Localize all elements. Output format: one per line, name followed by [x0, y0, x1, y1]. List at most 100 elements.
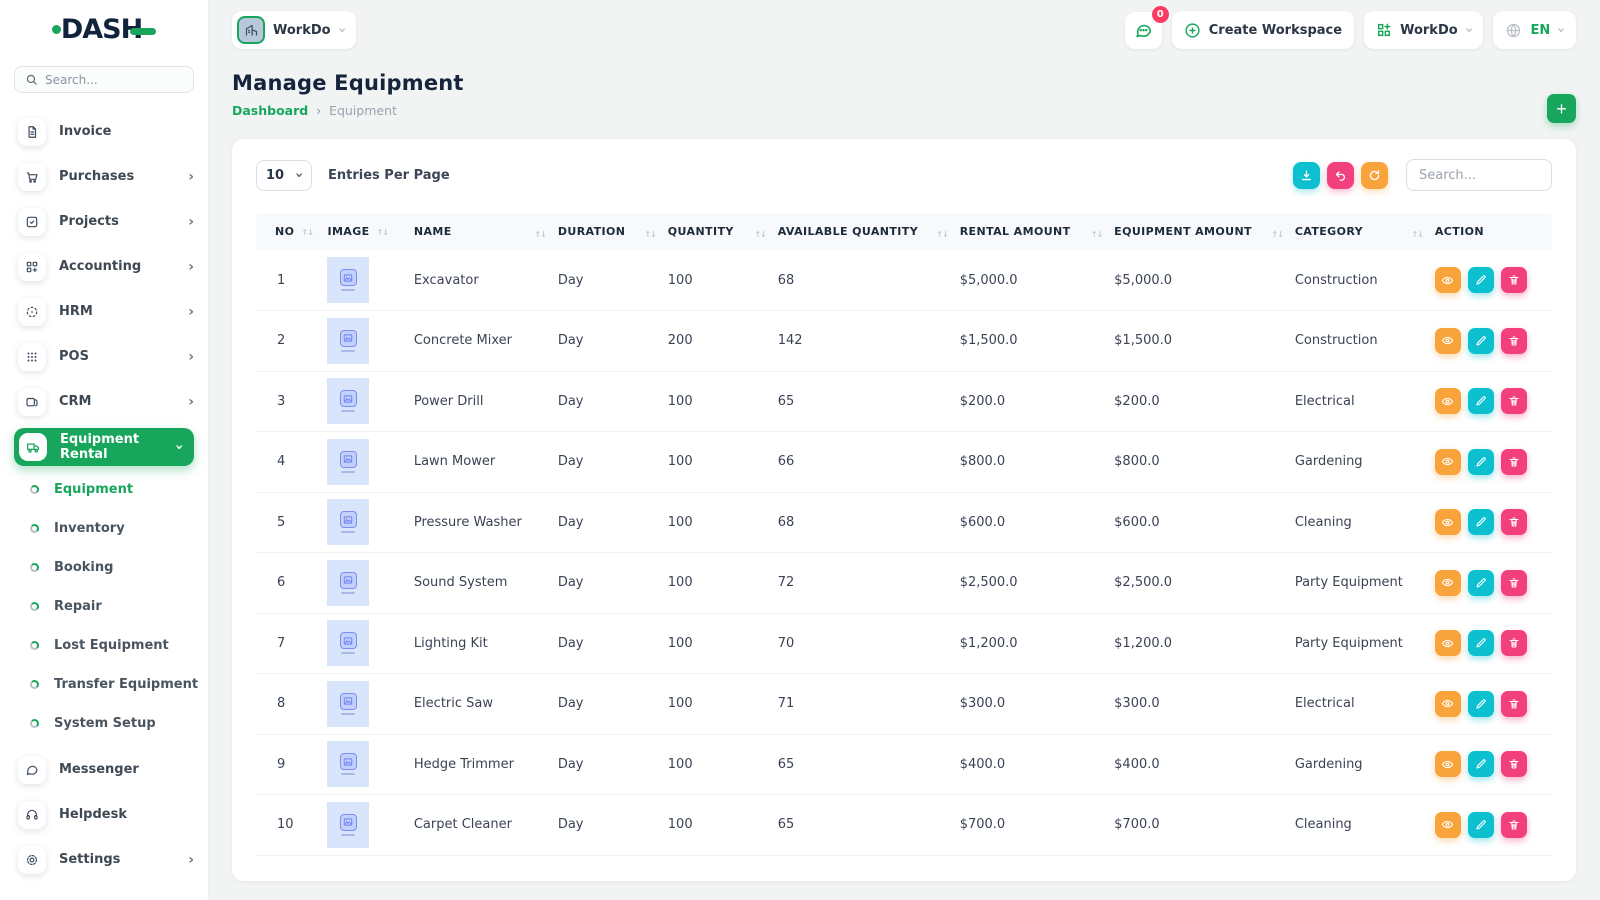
view-button[interactable] [1434, 811, 1461, 838]
equipment-category: Construction [1294, 272, 1378, 288]
equipment-duration: Day [557, 575, 584, 591]
delete-button[interactable] [1500, 388, 1527, 415]
delete-button[interactable] [1500, 811, 1527, 838]
pencil-icon [1476, 819, 1486, 830]
image-caption-line [341, 531, 356, 534]
sidebar-item-settings[interactable]: Settings › [0, 837, 208, 882]
sort-icon[interactable]: ↑↓ [1090, 229, 1103, 239]
delete-button[interactable] [1500, 509, 1527, 536]
cell-action [1428, 250, 1552, 311]
delete-button[interactable] [1500, 569, 1527, 596]
breadcrumb-current: Equipment [329, 103, 397, 118]
view-button[interactable] [1434, 388, 1461, 415]
col-rental-amount: RENTAL AMOUNT ↑↓ [953, 213, 1109, 250]
sidebar-subitem-system-setup[interactable]: System Setup [0, 704, 208, 743]
edit-button[interactable] [1467, 388, 1494, 415]
table-row: 1 Excavator Day 100 68 $5,000.0 $5,000.0… [256, 250, 1552, 311]
edit-button[interactable] [1467, 267, 1494, 293]
equipment-image-placeholder[interactable] [327, 741, 370, 788]
sidebar-item-invoice[interactable]: Invoice [0, 109, 208, 154]
sidebar-subitem-inventory[interactable]: Inventory [0, 509, 208, 548]
add-equipment-button[interactable]: + [1547, 94, 1576, 123]
edit-button[interactable] [1467, 448, 1494, 475]
view-button[interactable] [1434, 630, 1461, 657]
edit-button[interactable] [1467, 509, 1494, 536]
sidebar-subitem-lost-equipment[interactable]: Lost Equipment [0, 626, 208, 665]
trash-icon [1509, 638, 1519, 648]
view-button[interactable] [1434, 569, 1461, 596]
edit-button[interactable] [1467, 751, 1494, 778]
sidebar-item-purchases[interactable]: Purchases › [0, 154, 208, 199]
create-workspace-button[interactable]: Create Workspace [1171, 11, 1355, 49]
sidebar-item-crm[interactable]: CRM › [0, 379, 208, 424]
edit-button[interactable] [1467, 630, 1494, 657]
edit-button[interactable] [1467, 690, 1494, 717]
delete-button[interactable] [1500, 690, 1527, 717]
delete-button[interactable] [1500, 327, 1527, 354]
language-selector[interactable]: EN › [1493, 11, 1576, 49]
app-logo[interactable]: DASH [0, 0, 208, 58]
delete-button[interactable] [1500, 630, 1527, 657]
equipment-image-placeholder[interactable] [327, 317, 370, 364]
sidebar-item-messenger[interactable]: Messenger [0, 747, 208, 792]
pencil-icon [1476, 759, 1486, 769]
sidebar-item-hrm[interactable]: HRM › [0, 289, 208, 334]
sidebar-item-projects[interactable]: Projects › [0, 199, 208, 244]
view-button[interactable] [1434, 448, 1461, 475]
sort-icon[interactable]: ↑↓ [754, 229, 766, 239]
sidebar-search-input[interactable] [45, 72, 183, 87]
reset-button[interactable] [1327, 161, 1354, 189]
sidebar-item-equipment-rental[interactable]: Equipment Rental › [14, 428, 194, 466]
sidebar-subitem-transfer-equipment[interactable]: Transfer Equipment [0, 665, 208, 704]
equipment-rental-amount: $1,500.0 [959, 333, 1018, 349]
cell-quantity: 100 [661, 734, 772, 795]
view-button[interactable] [1434, 509, 1461, 536]
view-button[interactable] [1434, 267, 1461, 293]
sidebar-search[interactable] [14, 66, 194, 93]
entries-per-page-select[interactable]: 10 › [256, 159, 312, 191]
equipment-duration: Day [557, 514, 584, 530]
equipment-image-placeholder[interactable] [327, 680, 370, 727]
sidebar-item-helpdesk[interactable]: Helpdesk [0, 792, 208, 837]
view-button[interactable] [1434, 327, 1461, 354]
messages-button[interactable]: 0 [1124, 5, 1169, 49]
sort-icon[interactable]: ↑↓ [936, 229, 948, 239]
image-icon [339, 753, 357, 771]
export-button[interactable] [1293, 161, 1320, 189]
cell-action [1428, 371, 1552, 432]
equipment-image-placeholder[interactable] [327, 499, 370, 546]
chevron-down-icon: › [333, 27, 350, 33]
delete-button[interactable] [1500, 751, 1527, 778]
sort-icon[interactable]: ↑↓ [376, 228, 389, 237]
cell-available-quantity: 142 [771, 310, 954, 372]
equipment-image-placeholder[interactable] [327, 620, 370, 667]
table-header: NO ↑↓ IMAGE ↑↓ NAME ↑↓ DURATION ↑↓ QUANTITY ↑… [256, 213, 1552, 250]
sort-icon[interactable]: ↑↓ [534, 229, 546, 239]
edit-button[interactable] [1467, 327, 1494, 354]
refresh-button[interactable] [1361, 161, 1388, 189]
table-search-input[interactable] [1406, 159, 1552, 191]
equipment-image-placeholder[interactable] [327, 438, 370, 485]
sort-icon[interactable]: ↑↓ [1411, 229, 1423, 239]
workspace-switcher[interactable]: WorkDo › [232, 11, 357, 49]
sidebar-subitem-booking[interactable]: Booking [0, 548, 208, 587]
sidebar-subitem-equipment[interactable]: Equipment [0, 470, 208, 509]
delete-button[interactable] [1500, 267, 1527, 293]
breadcrumb-dashboard-link[interactable]: Dashboard [232, 103, 309, 118]
edit-button[interactable] [1467, 569, 1494, 596]
sidebar-item-accounting[interactable]: Accounting › [0, 244, 208, 289]
view-button[interactable] [1434, 751, 1461, 778]
equipment-image-placeholder[interactable] [327, 801, 370, 848]
delete-button[interactable] [1500, 448, 1527, 475]
sidebar-subitem-repair[interactable]: Repair [0, 587, 208, 626]
view-button[interactable] [1434, 690, 1461, 717]
sort-icon[interactable]: ↑↓ [1271, 229, 1283, 239]
equipment-image-placeholder[interactable] [327, 378, 370, 425]
workspace-dropdown[interactable]: WorkDo › [1364, 11, 1484, 49]
sidebar-item-pos[interactable]: POS › [0, 334, 208, 379]
edit-button[interactable] [1467, 811, 1494, 838]
equipment-image-placeholder[interactable] [327, 257, 370, 303]
sort-icon[interactable]: ↑↓ [644, 229, 656, 239]
sort-icon[interactable]: ↑↓ [301, 228, 313, 237]
equipment-image-placeholder[interactable] [327, 559, 370, 606]
